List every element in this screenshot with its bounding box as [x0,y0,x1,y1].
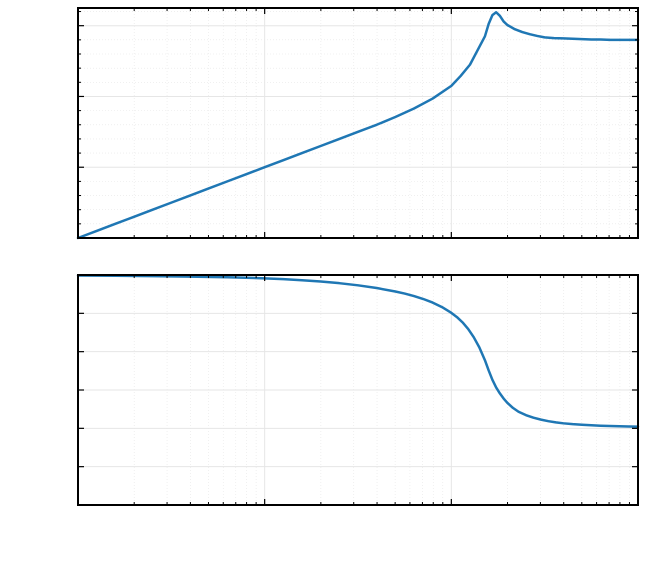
bode-figure [0,0,667,571]
bode-svg [0,0,667,571]
panel-phase [78,275,638,505]
panel-magnitude [78,8,638,238]
